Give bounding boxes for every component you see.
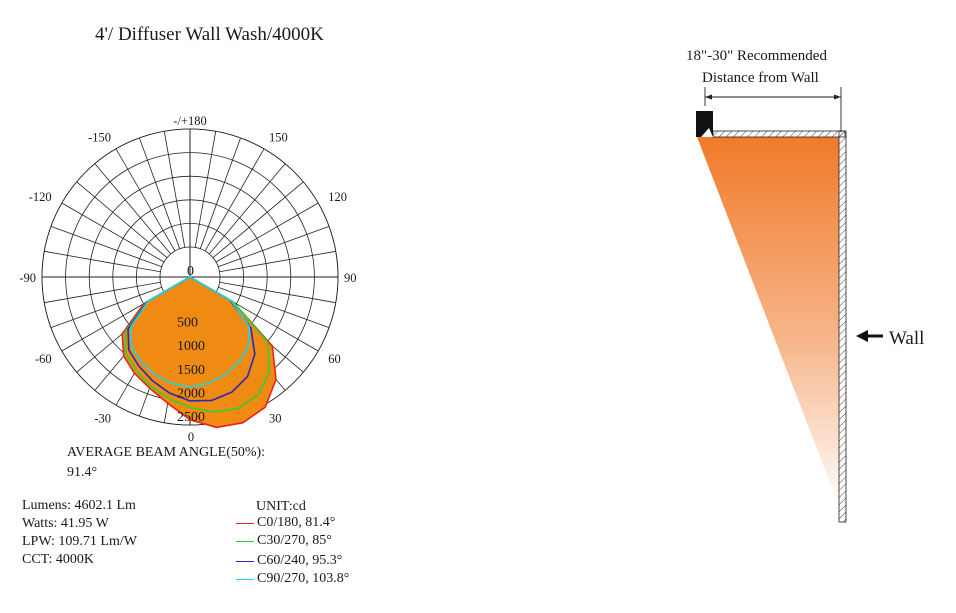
grid-spoke: [163, 131, 186, 248]
angle-tick-label: -/+180: [173, 114, 206, 128]
radial-tick-label: 500: [177, 316, 198, 331]
legend-swatch: [236, 578, 254, 580]
radial-tick-label: 1000: [177, 339, 205, 354]
spec-lumens: Lumens: 4602.1 Lm: [22, 498, 136, 513]
angle-tick-label: -30: [94, 411, 111, 425]
legend-swatch: [236, 522, 254, 524]
angle-tick-label: -90: [19, 271, 36, 285]
grid-spoke: [204, 148, 265, 252]
chart-title: 4'/ Diffuser Wall Wash/4000K: [95, 24, 324, 45]
angle-tick-label: 120: [328, 190, 347, 204]
angle-tick-label: -150: [88, 131, 111, 145]
angle-tick-label: -60: [35, 352, 52, 366]
spec-cct: CCT: 4000K: [22, 552, 95, 567]
grid-spoke: [115, 148, 176, 252]
legend-label: C60/240, 95.3°: [257, 553, 343, 568]
beam-angle-value: 91.4°: [67, 465, 98, 480]
beam-angle-label: AVERAGE BEAM ANGLE(50%):: [67, 445, 266, 460]
grid-spoke: [219, 281, 336, 304]
spec-watts: Watts: 41.95 W: [22, 516, 109, 531]
legend-item: C60/240, 95.3°: [236, 552, 342, 570]
recommended-distance-line2: Distance from Wall: [702, 70, 819, 86]
recommended-distance-line1: 18"-30" Recommended: [686, 48, 827, 64]
grid-spoke: [218, 226, 330, 268]
legend-label: C0/180, 81.4°: [257, 515, 336, 530]
grid-spoke: [219, 250, 336, 273]
legend-item: C30/270, 85°: [236, 532, 332, 550]
grid-spoke: [76, 181, 168, 259]
dimension-arrow-left: [705, 94, 712, 100]
radial-tick-label: 2500: [177, 410, 205, 425]
wall-label: Wall: [889, 328, 925, 349]
wall: [838, 130, 847, 523]
grid-spoke: [212, 181, 304, 259]
fixture-lens: [701, 128, 713, 137]
grid-spoke: [218, 286, 330, 328]
spec-lpw: LPW: 109.71 Lm/W: [22, 534, 137, 549]
dimension-arrow-right: [834, 94, 841, 100]
ceiling: [712, 130, 846, 138]
grid-spoke: [139, 137, 181, 249]
grid-spoke: [50, 226, 162, 268]
grid-spoke: [94, 163, 172, 255]
grid-spoke: [194, 131, 217, 248]
grid-spoke: [50, 286, 162, 328]
grid-spoke: [44, 281, 161, 304]
grid-spoke: [208, 163, 286, 255]
angle-tick-label: 150: [269, 131, 288, 145]
light-wash: [697, 137, 839, 506]
radial-tick-label: 1500: [177, 363, 205, 378]
wall-wash-diagram: [696, 87, 883, 523]
angle-tick-label: 90: [344, 271, 357, 285]
radial-tick-label: 2000: [177, 386, 205, 401]
grid-spoke: [61, 202, 165, 263]
grid-spoke: [215, 202, 319, 263]
angle-tick-label: 0: [188, 430, 194, 444]
radial-tick-label: 0: [187, 264, 194, 279]
angle-tick-label: -120: [29, 190, 52, 204]
distribution-fill: [122, 277, 276, 428]
legend-item: C0/180, 81.4°: [236, 514, 335, 532]
angle-tick-label: 60: [328, 352, 341, 366]
legend-label: C90/270, 103.8°: [257, 571, 350, 586]
wall-arrow-head: [856, 330, 868, 342]
grid-spoke: [199, 137, 241, 249]
legend-swatch: [236, 560, 254, 562]
legend-item: C90/270, 103.8°: [236, 570, 349, 588]
legend-label: C30/270, 85°: [257, 533, 332, 548]
angle-tick-label: 30: [269, 411, 282, 425]
legend-swatch: [236, 540, 254, 542]
unit-label: UNIT:cd: [256, 499, 306, 514]
grid-spoke: [44, 250, 161, 273]
